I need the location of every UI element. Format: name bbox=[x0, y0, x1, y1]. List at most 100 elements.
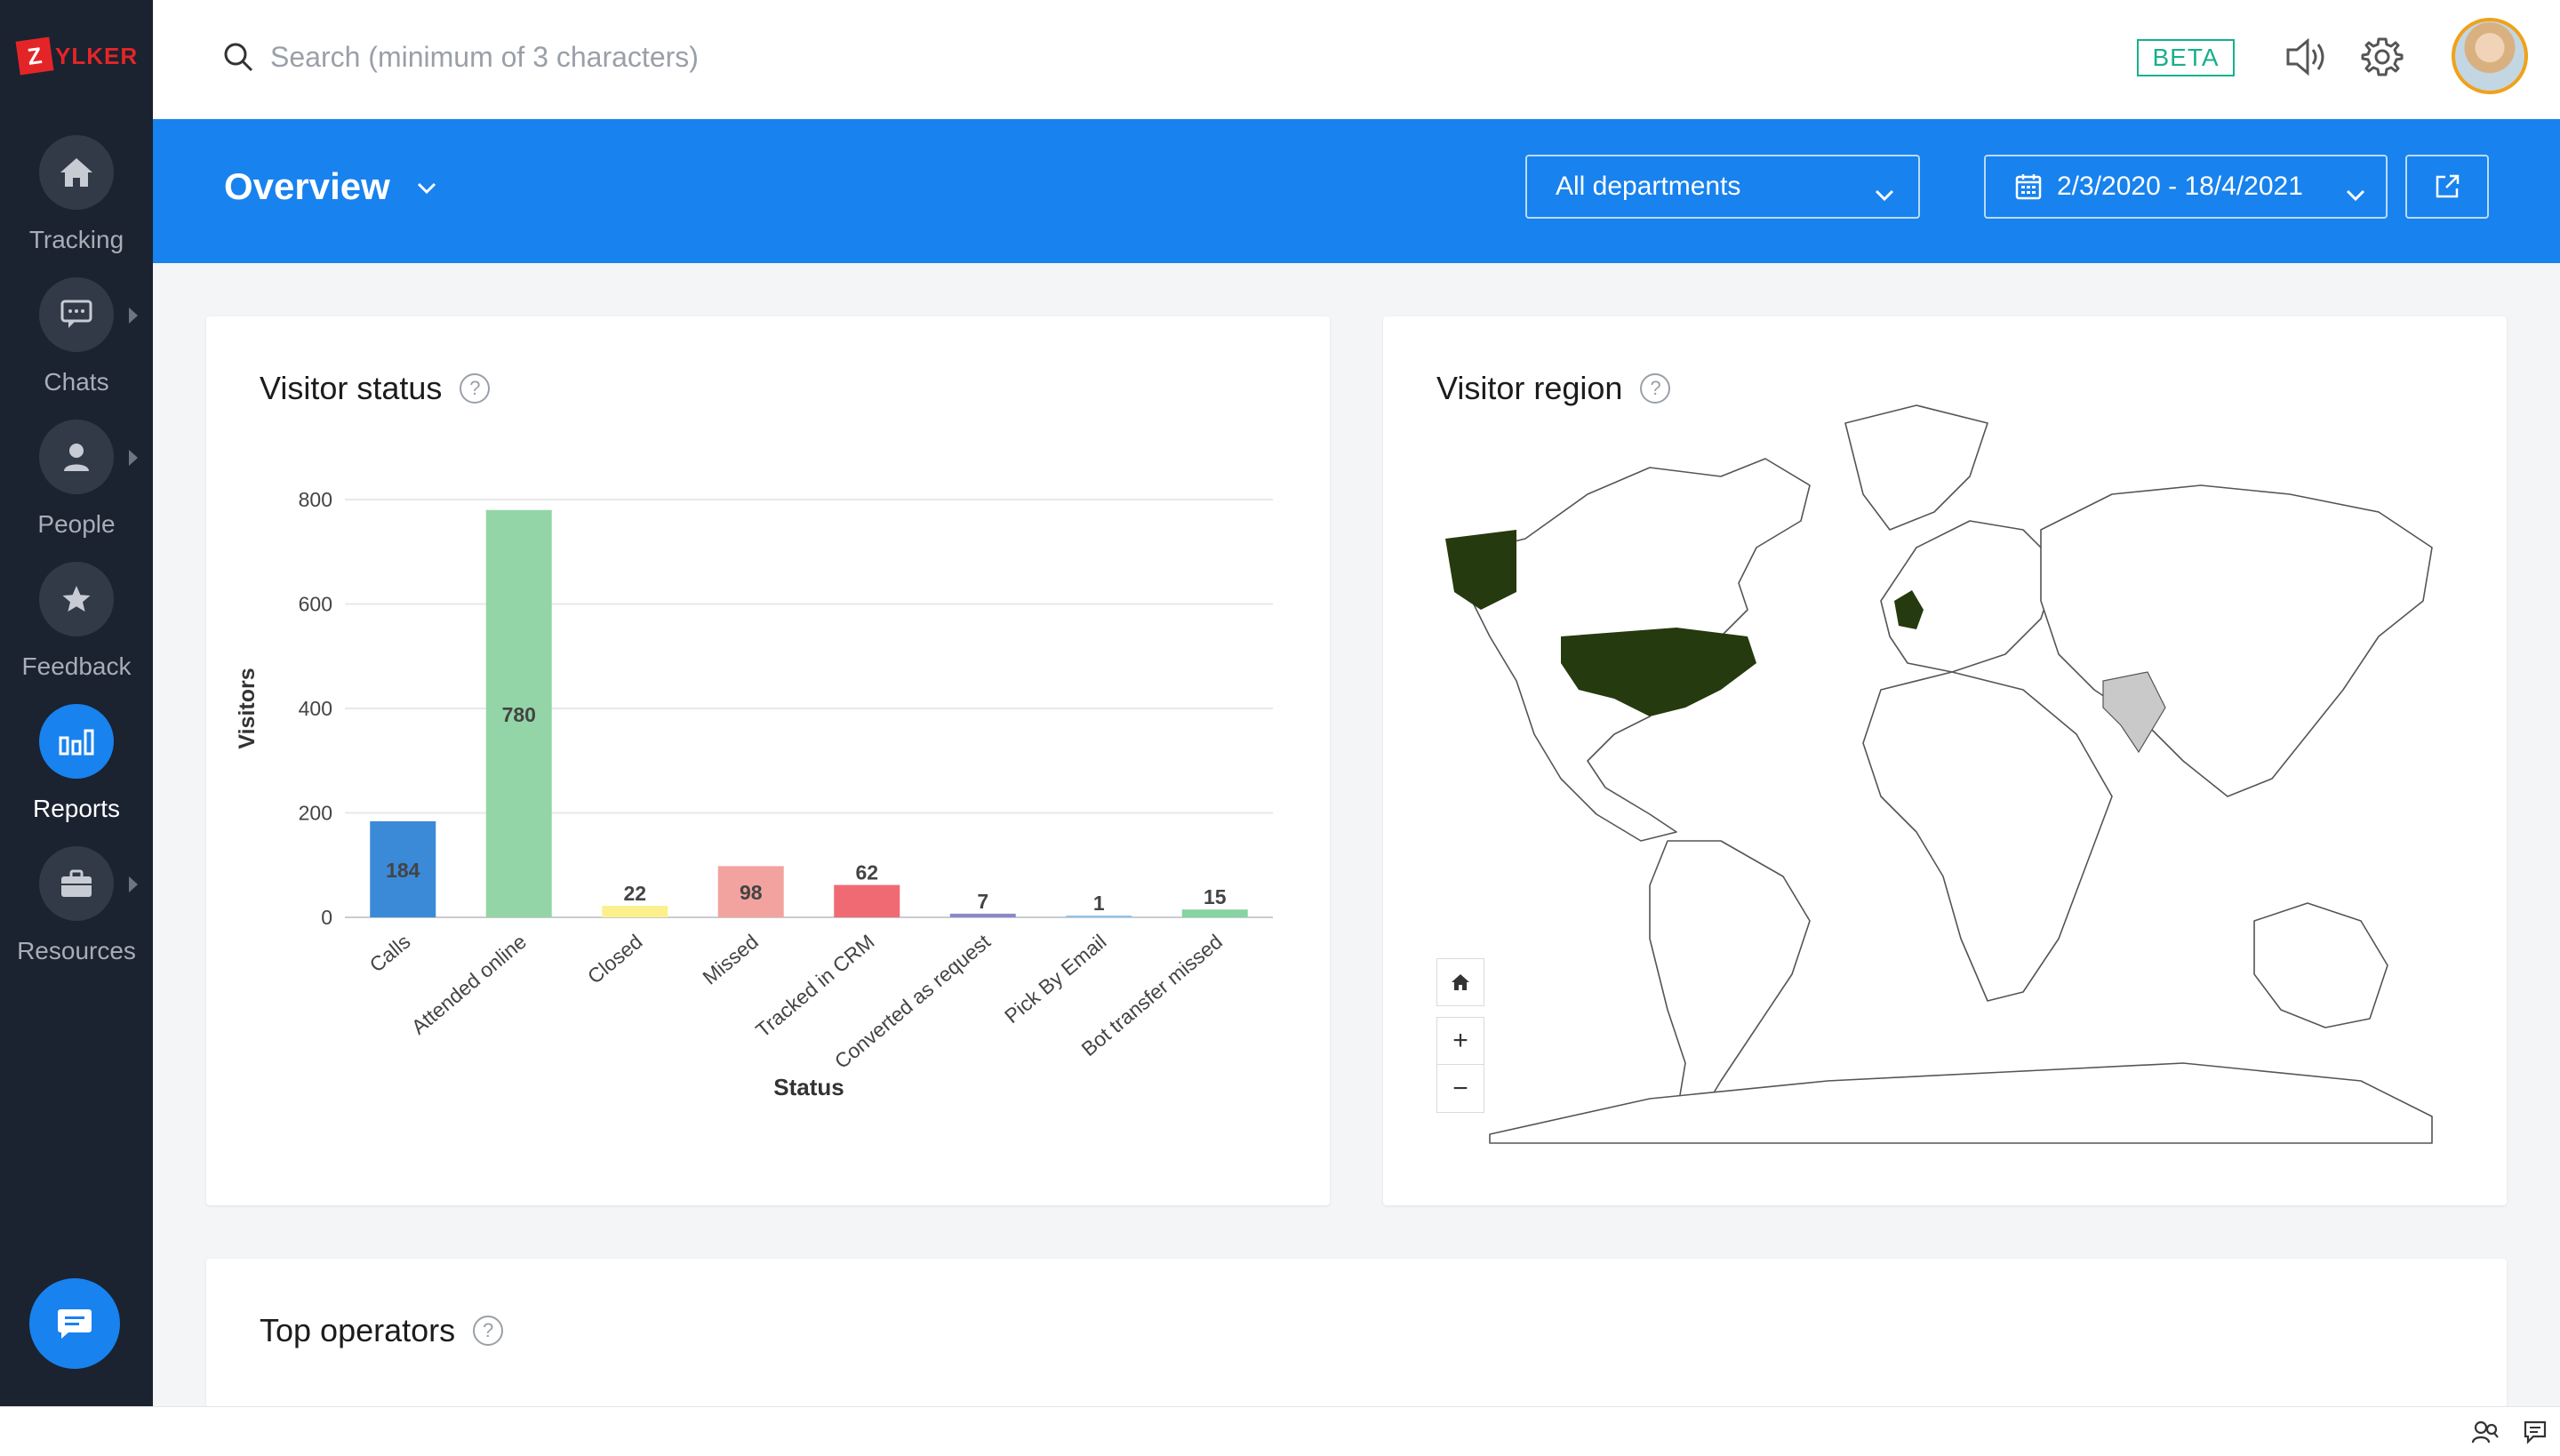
sidebar-item-reports[interactable]: Reports bbox=[0, 704, 153, 823]
bar-value-label: 7 bbox=[977, 890, 988, 913]
bar-value-label: 22 bbox=[623, 882, 646, 905]
bar-value-label: 98 bbox=[740, 881, 763, 904]
chevron-down-icon bbox=[1874, 180, 1895, 210]
bar bbox=[485, 509, 552, 917]
bar-value-label: 184 bbox=[386, 859, 420, 882]
logo-text: YLKER bbox=[55, 42, 139, 69]
sidebar-item-feedback[interactable]: Feedback bbox=[0, 562, 153, 681]
x-tick-label: Attended online bbox=[407, 930, 531, 1039]
map-controls: + − bbox=[1436, 958, 1484, 1113]
map-alaska-highlight bbox=[1445, 530, 1516, 610]
visitor-region-card: Visitor region ? bbox=[1383, 316, 2507, 1205]
card-title-text: Visitor region bbox=[1436, 370, 1623, 406]
card-title: Visitor status ? bbox=[260, 370, 491, 407]
bar-value-label: 15 bbox=[1204, 885, 1227, 908]
star-icon bbox=[39, 562, 114, 636]
overview-header: Overview All departments 2/3/2020 - 18/4… bbox=[153, 119, 2560, 263]
x-tick-label: Pick By Email bbox=[1000, 930, 1110, 1028]
expand-arrow-icon[interactable] bbox=[129, 876, 138, 892]
visitor-status-chart: 0 200 400 600 800 Visitors 184 Calls 780 Attended… bbox=[235, 488, 1273, 1100]
map-home-button[interactable] bbox=[1436, 958, 1484, 1006]
search-input[interactable] bbox=[270, 32, 1070, 82]
sidebar-item-chats[interactable]: Chats bbox=[0, 277, 153, 396]
bar-value-label: 62 bbox=[855, 861, 878, 884]
help-icon[interactable]: ? bbox=[473, 1316, 504, 1346]
expand-arrow-icon[interactable] bbox=[129, 308, 138, 324]
card-title-text: Visitor status bbox=[260, 370, 443, 406]
speaker-icon[interactable] bbox=[2283, 36, 2331, 83]
chat-icon bbox=[58, 1309, 92, 1339]
zoom-in-button[interactable]: + bbox=[1436, 1017, 1484, 1065]
map-south-america bbox=[1649, 840, 1811, 1126]
sidebar-item-label: Tracking bbox=[28, 226, 124, 253]
sidebar-item-label: Reports bbox=[32, 795, 121, 822]
sidebar-item-label: Chats bbox=[44, 368, 109, 396]
x-tick-label: Tracked in CRM bbox=[751, 930, 878, 1042]
avatar[interactable] bbox=[2452, 18, 2528, 94]
map-india-highlight bbox=[2102, 671, 2166, 754]
department-select-value: All departments bbox=[1556, 172, 1741, 201]
y-tick-label: 800 bbox=[299, 488, 332, 511]
expand-arrow-icon[interactable] bbox=[129, 450, 138, 466]
card-title: Top operators ? bbox=[260, 1312, 504, 1349]
x-tick-label: Closed bbox=[583, 930, 647, 988]
y-axis-label: Visitors bbox=[235, 668, 260, 748]
x-axis-label: Status bbox=[773, 1074, 844, 1100]
sidebar-item-label: People bbox=[37, 510, 116, 538]
sidebar-item-people[interactable]: People bbox=[0, 420, 153, 539]
map-australia bbox=[2253, 902, 2388, 1028]
sidebar-item-resources[interactable]: Resources bbox=[0, 846, 153, 965]
bar bbox=[717, 866, 784, 917]
bar bbox=[1066, 916, 1132, 917]
beta-badge: BETA bbox=[2137, 39, 2235, 76]
help-icon[interactable]: ? bbox=[1640, 373, 1671, 404]
map-europe bbox=[1880, 520, 2060, 673]
gear-icon[interactable] bbox=[2361, 36, 2404, 83]
page-title[interactable]: Overview bbox=[224, 165, 390, 207]
person-icon bbox=[39, 420, 114, 494]
sidebar-item-label: Resources bbox=[17, 937, 136, 964]
bar bbox=[949, 913, 1016, 917]
world-map[interactable] bbox=[1383, 316, 2507, 1205]
y-tick-label: 600 bbox=[299, 593, 332, 616]
map-usa-highlight bbox=[1561, 628, 1756, 716]
bar bbox=[370, 820, 436, 917]
briefcase-icon bbox=[39, 846, 114, 921]
bottom-bar bbox=[0, 1406, 2560, 1456]
bar-value-label: 780 bbox=[502, 703, 536, 726]
search-icon bbox=[222, 41, 254, 77]
bar bbox=[602, 906, 668, 917]
x-tick-label: Calls bbox=[365, 930, 415, 977]
sidebar-item-label: Feedback bbox=[21, 652, 132, 680]
y-tick-label: 400 bbox=[299, 697, 332, 720]
map-uk-highlight bbox=[1894, 590, 1924, 629]
sidebar: Z YLKER Tracking Chats People Feedback R… bbox=[0, 0, 153, 1406]
visitor-status-card: Visitor status ? 0 200 400 600 800 Visitors 18… bbox=[206, 316, 1330, 1205]
calendar-icon bbox=[2014, 172, 2043, 201]
people-search-icon[interactable] bbox=[2468, 1414, 2503, 1450]
external-link-icon bbox=[2436, 174, 2460, 198]
chevron-down-icon bbox=[2345, 180, 2366, 210]
zoom-out-button[interactable]: − bbox=[1436, 1065, 1484, 1113]
home-icon bbox=[39, 135, 114, 210]
zylker-logo[interactable]: Z YLKER bbox=[15, 36, 139, 76]
bar-chart-icon bbox=[39, 704, 114, 779]
chevron-down-icon[interactable] bbox=[416, 181, 437, 200]
date-range-select[interactable]: 2/3/2020 - 18/4/2021 bbox=[1984, 155, 2388, 219]
chat-bubble-icon bbox=[39, 277, 114, 352]
bar bbox=[834, 884, 900, 917]
y-tick-label: 200 bbox=[299, 802, 332, 825]
feedback-icon[interactable] bbox=[2517, 1414, 2553, 1450]
date-range-value: 2/3/2020 - 18/4/2021 bbox=[2057, 172, 2303, 201]
sidebar-item-tracking[interactable]: Tracking bbox=[0, 135, 153, 254]
export-button[interactable] bbox=[2405, 155, 2489, 219]
map-greenland bbox=[1844, 404, 1988, 531]
card-title-text: Top operators bbox=[260, 1312, 456, 1348]
home-icon bbox=[1452, 974, 1469, 990]
bar bbox=[1181, 909, 1248, 917]
bar-value-label: 1 bbox=[1093, 892, 1105, 915]
chat-launcher-button[interactable] bbox=[29, 1278, 120, 1369]
department-select[interactable]: All departments bbox=[1525, 155, 1920, 219]
topbar: BETA bbox=[153, 0, 2560, 119]
help-icon[interactable]: ? bbox=[460, 373, 491, 404]
